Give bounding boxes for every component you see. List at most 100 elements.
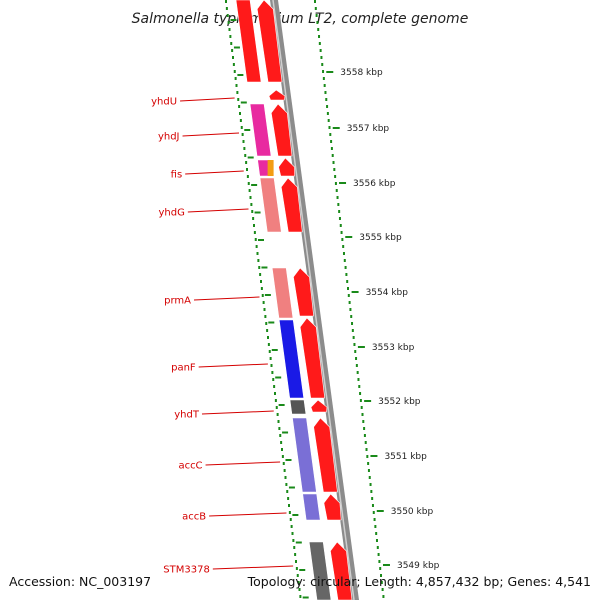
inner-guide-dot — [259, 273, 262, 276]
inner-guide-dot — [285, 483, 288, 486]
forward-gene-arrow — [299, 317, 326, 399]
outer-guide-dot — [351, 329, 354, 332]
outer-guide-dot — [345, 273, 348, 276]
gene-label: yhdG — [158, 208, 184, 219]
outer-guide-dot — [318, 42, 321, 45]
outer-guide-dot — [322, 70, 325, 73]
outer-guide-dot — [381, 588, 384, 591]
outer-guide-dot — [334, 182, 337, 185]
outer-guide-dot — [328, 126, 331, 129]
accession-text: Accession: NC_003197 — [9, 574, 151, 589]
gene-labels: yhdU yhdJ fis yhdG prmA panF yhdT accC accB STM33… — [151, 97, 294, 576]
reverse-gene-block — [259, 177, 282, 233]
forward-gene-arrow — [268, 89, 286, 101]
outer-guide-dot — [314, 0, 316, 3]
reverse-gene-block — [292, 417, 317, 493]
inner-guide-dot — [243, 147, 246, 150]
outer-guide-dot — [373, 518, 376, 521]
forward-gene-arrow — [278, 157, 296, 177]
gene-label: yhdJ — [158, 132, 180, 143]
inner-guide-dot — [283, 469, 286, 472]
inner-guide-dot — [258, 266, 261, 269]
inner-guide-dot — [266, 329, 269, 332]
inner-guide-dot — [291, 532, 294, 535]
forward-gene-arrow — [293, 267, 314, 317]
outer-guide-dot — [337, 203, 340, 206]
inner-guide-dot — [252, 217, 255, 220]
outer-guide-dot — [335, 189, 338, 192]
scale-tick-label: 3552 kbp — [378, 397, 421, 407]
inner-guide-dot — [269, 357, 272, 360]
inner-guide-dot — [238, 105, 241, 108]
inner-guide-dot — [253, 224, 255, 227]
inner-guide-dot — [248, 189, 251, 192]
outer-guide-dot — [356, 371, 359, 374]
inner-guide-dot — [240, 126, 243, 129]
inner-guide-dot — [237, 98, 240, 101]
forward-gene-arrow — [313, 417, 338, 493]
outer-guide-dot — [321, 63, 324, 66]
inner-guide-dot — [233, 70, 236, 73]
outer-guide-dot — [338, 217, 341, 220]
outer-guide-dot — [326, 112, 329, 115]
outer-guide-dot — [327, 119, 330, 122]
outer-guide-dot — [330, 140, 333, 143]
inner-guide-dot — [236, 91, 239, 94]
scale-tick-label: 3550 kbp — [391, 507, 434, 517]
outer-guide-dot — [380, 574, 383, 577]
inner-guide-dot — [286, 490, 289, 493]
outer-guide-dot — [353, 343, 356, 346]
inner-guide-dot — [267, 336, 269, 339]
scale-tick-label: 3555 kbp — [359, 233, 402, 243]
outer-guide-dot — [379, 567, 382, 570]
scale-tick-label: 3556 kbp — [353, 179, 396, 189]
reverse-gene-block — [249, 103, 272, 157]
inner-guide-dot — [268, 350, 271, 353]
gene-label: yhdT — [174, 410, 200, 421]
inner-guide-dot — [232, 63, 235, 66]
dotted-guides — [225, 0, 385, 599]
inner-guide-dot — [242, 140, 245, 143]
inner-guide-dot — [253, 231, 256, 234]
reverse-gene-block — [302, 493, 321, 521]
inner-guide-dot — [229, 35, 232, 38]
inner-guide-dot — [246, 175, 249, 178]
gene-label: panF — [171, 363, 196, 374]
outer-guide-dot — [377, 553, 380, 556]
gene-label: accC — [178, 461, 202, 472]
outer-guide-dot — [349, 308, 352, 311]
outer-guide-dot — [378, 560, 381, 563]
scale-tick-label: 3554 kbp — [366, 288, 409, 298]
outer-guide-dot — [347, 287, 350, 290]
outer-guide-dot — [357, 378, 360, 381]
inner-guide-dot — [267, 343, 270, 346]
inner-guide-dot — [262, 301, 265, 304]
outer-guide-dot — [316, 21, 319, 24]
gene-leader-line — [205, 461, 281, 466]
inner-guide-dot — [263, 308, 266, 311]
inner-guide-dot — [287, 497, 290, 500]
inner-guide-dot — [261, 294, 264, 297]
map-title: Salmonella typhimurium LT2, complete gen… — [132, 11, 469, 27]
inner-guide-dot — [256, 252, 259, 255]
outer-guide-dot — [324, 91, 327, 94]
outer-guide-dot — [366, 455, 369, 458]
inner-guide-dot — [239, 112, 241, 115]
inner-guide-dot — [295, 567, 298, 570]
inner-guide-dot — [255, 245, 258, 248]
outer-guide-dot — [371, 504, 374, 507]
kbp-scale: 3558 kbp 3557 kbp 3556 kbp 3555 kbp 3554 kbp… — [326, 68, 440, 571]
inner-guide-dot — [280, 441, 283, 444]
outer-guide-dot — [319, 49, 322, 52]
reverse-gene-block — [308, 541, 332, 600]
outer-guide-dot — [326, 105, 329, 108]
outer-guide-dot — [339, 224, 342, 227]
gene-leader-line — [193, 296, 260, 301]
outer-guide-dot — [317, 28, 320, 31]
outer-guide-dot — [329, 133, 332, 136]
gene-leader-line — [198, 363, 268, 368]
inner-guide-dot — [278, 427, 281, 430]
inner-guide-dot — [239, 119, 242, 122]
inner-guide-dot — [232, 56, 234, 59]
